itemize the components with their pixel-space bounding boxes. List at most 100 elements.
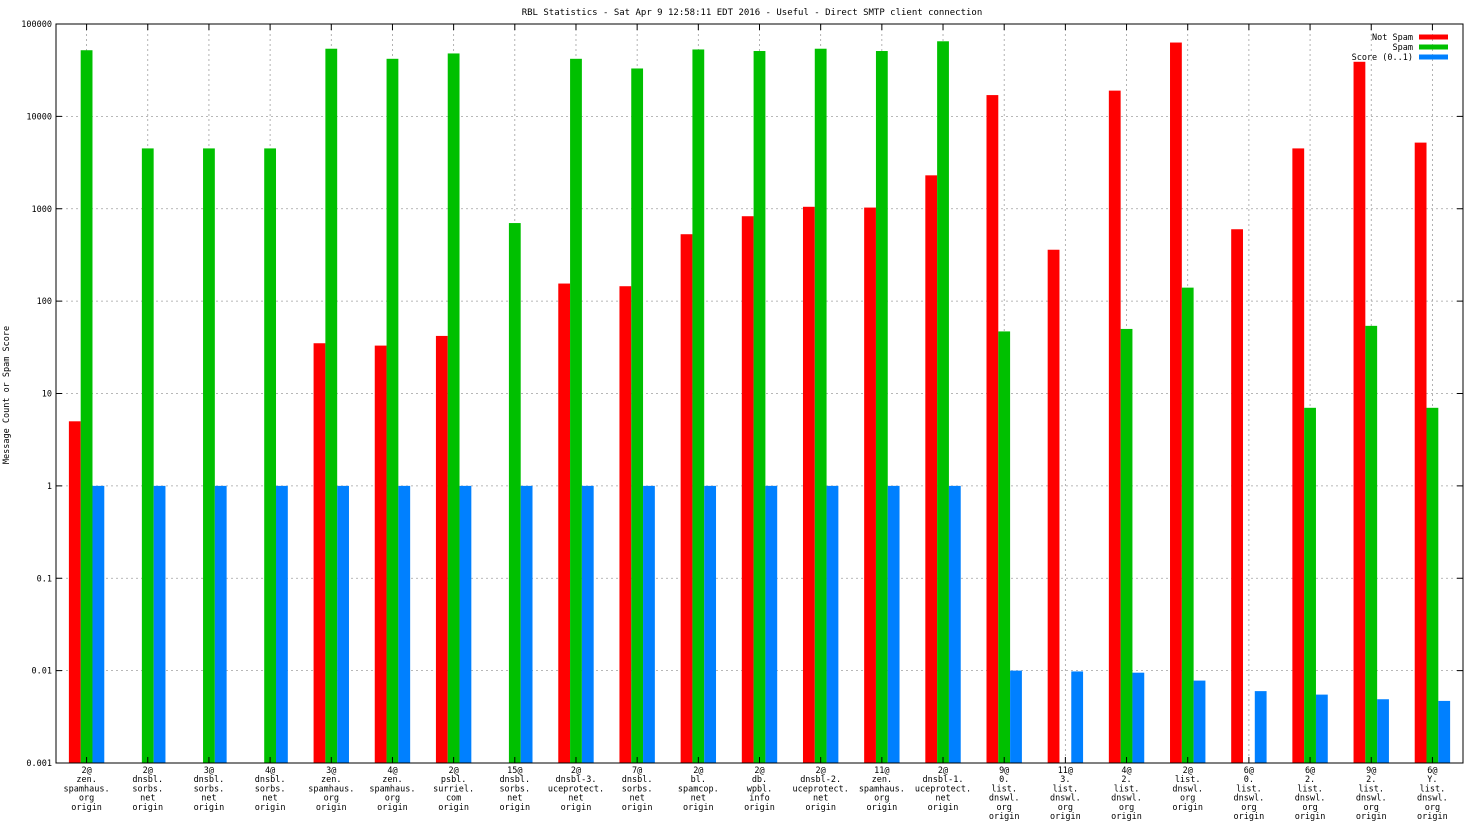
x-tick-label-line: 15@ — [507, 766, 522, 776]
x-tick-label-line: origin — [744, 803, 775, 813]
x-tick-label-line: zen. — [321, 775, 341, 785]
x-tick-label-line: 9@ — [1366, 766, 1376, 776]
bar — [520, 485, 533, 763]
x-tick-label-line: dnswl. — [1172, 784, 1203, 794]
x-tick-label-line: spamhaus. — [308, 784, 354, 794]
x-tick-label: 11@ zen. spamhaus. org origin — [859, 766, 905, 813]
bar — [704, 485, 717, 763]
x-tick-label-line: origin — [1356, 812, 1387, 822]
x-tick-label: 3@ dnsbl. sorbs. net origin — [194, 766, 225, 813]
x-tick-label-line: origin — [805, 803, 836, 813]
bar — [508, 223, 521, 763]
bar — [214, 485, 227, 763]
x-tick-label-line: origin — [1295, 812, 1326, 822]
x-tick-label-line: 0. — [999, 775, 1009, 785]
bar — [141, 148, 154, 764]
x-tick-label-line: dnswl. — [1356, 794, 1387, 804]
x-tick-label-line: sorbs. — [194, 784, 225, 794]
bar — [68, 421, 81, 763]
x-tick-label-line: 0. — [1244, 775, 1254, 785]
bar — [1353, 61, 1366, 764]
x-tick-label-line: origin — [71, 803, 102, 813]
bar — [581, 485, 594, 763]
x-tick-label-line: origin — [1234, 812, 1265, 822]
bar — [643, 485, 655, 763]
bar — [1170, 42, 1182, 764]
x-tick-label-line: info — [749, 794, 769, 804]
x-tick-label-line: sorbs. — [255, 784, 286, 794]
x-tick-label: 2@ dnsbl-2. uceprotect. net origin — [793, 766, 849, 813]
x-tick-label-line: org — [385, 794, 400, 804]
y-tick-label: 100 — [37, 297, 52, 307]
bar — [558, 283, 571, 763]
x-tick-label-line: 2@ — [81, 766, 91, 776]
x-tick-label-line: list. — [1358, 784, 1384, 794]
bar — [1231, 229, 1243, 763]
x-tick-label-line: uceprotect. — [915, 784, 971, 794]
bar — [937, 41, 949, 764]
x-tick-label-line: sorbs. — [132, 784, 163, 794]
x-tick-label-line: dnsbl-2. — [800, 775, 841, 785]
bars — [68, 41, 1451, 764]
x-tick-label-line: org — [874, 794, 889, 804]
x-tick-label-line: dnswl. — [1111, 794, 1142, 804]
x-tick-label-line: origin — [255, 803, 286, 813]
x-tick-label-line: list. — [1297, 784, 1323, 794]
x-tick-label: 2@ db. wpbl. info origin — [744, 766, 775, 813]
x-tick-label-line: uceprotect. — [548, 784, 604, 794]
x-tick-label-line: org — [1302, 803, 1317, 813]
x-tick-label-line: origin — [1172, 803, 1203, 813]
x-tick-label-line: dnsbl-1. — [923, 775, 964, 785]
bar — [1181, 287, 1194, 763]
x-tick-label-line: dnswl. — [1417, 794, 1448, 804]
bar — [264, 148, 277, 764]
y-tick-label: 0.01 — [32, 667, 52, 677]
x-tick-label-line: dnswl. — [1050, 794, 1081, 804]
x-tick-label-line: 2@ — [571, 766, 581, 776]
y-tick-label: 1 — [47, 482, 52, 492]
x-tick-label-line: dnsbl-3. — [556, 775, 597, 785]
bar — [80, 50, 93, 763]
x-tick-label-line: spamhaus. — [369, 784, 415, 794]
bar — [1254, 691, 1267, 763]
bar — [1426, 407, 1439, 763]
bar — [1315, 694, 1328, 763]
x-tick-label-line: net — [140, 794, 155, 804]
bar — [826, 485, 839, 763]
x-tick-label-line: 3. — [1060, 775, 1070, 785]
x-tick-label-line: net — [629, 794, 644, 804]
x-tick-label-line: net — [262, 794, 277, 804]
x-tick-label-line: origin — [316, 803, 347, 813]
x-tick-label: 2@ dnsbl. sorbs. net origin — [132, 766, 163, 813]
bar — [741, 216, 754, 763]
x-tick-label-line: origin — [194, 803, 225, 813]
x-tick-label-line: org — [324, 794, 339, 804]
x-tick-label-line: 7@ — [632, 766, 642, 776]
bar — [92, 485, 105, 763]
x-tick-label-line: 2@ — [816, 766, 826, 776]
bar — [998, 331, 1011, 763]
x-tick-label-line: origin — [683, 803, 714, 813]
x-tick-label-line: org — [1119, 803, 1134, 813]
x-tick-label-line: psbl. — [441, 775, 467, 785]
x-tick-label: 2@ psbl. surriel. com origin — [433, 766, 474, 813]
bar — [692, 49, 705, 763]
x-tick-label: 4@ zen. spamhaus. org origin — [369, 766, 415, 813]
x-tick-label: 9@ 2. list. dnswl. org origin — [1356, 766, 1387, 822]
x-tick-label-line: net — [691, 794, 706, 804]
x-tick-label-line: wpbl. — [747, 784, 773, 794]
x-tick-label-line: 4@ — [265, 766, 275, 776]
x-tick-label-line: 2. — [1366, 775, 1376, 785]
bar — [1132, 672, 1145, 763]
legend-label: Score (0..1) — [1352, 53, 1413, 63]
bar — [680, 234, 693, 763]
x-tick-label-line: origin — [561, 803, 592, 813]
x-tick-label: 2@ dnsbl-3. uceprotect. net origin — [548, 766, 604, 813]
x-tick-label: 6@ 0. list. dnswl. org origin — [1234, 766, 1265, 822]
x-tick-label-line: dnswl. — [989, 794, 1020, 804]
bar — [1414, 142, 1427, 763]
bar — [1438, 700, 1451, 763]
bar — [153, 485, 166, 763]
x-tick-label-line: Y. — [1427, 775, 1437, 785]
